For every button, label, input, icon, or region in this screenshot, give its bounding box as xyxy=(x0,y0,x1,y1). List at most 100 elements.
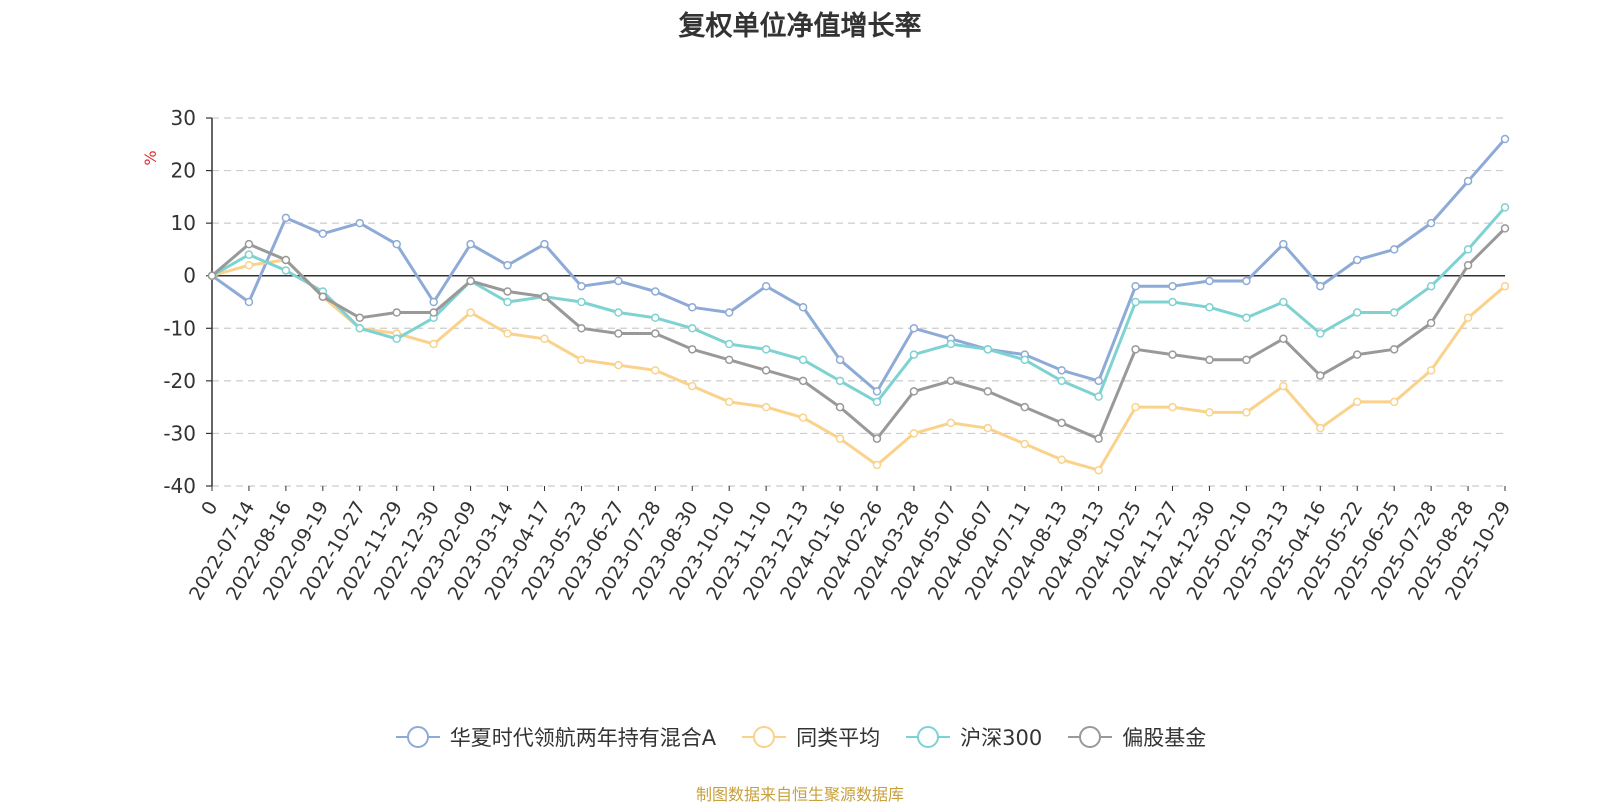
data-point xyxy=(429,297,438,307)
data-point xyxy=(1463,245,1473,254)
data-point xyxy=(1352,255,1362,265)
data-point xyxy=(909,387,919,396)
data-point xyxy=(761,366,771,375)
data-point xyxy=(1168,297,1177,307)
y-axis-label: % xyxy=(141,150,160,165)
data-point xyxy=(1131,281,1140,291)
legend-item[interactable]: 华夏时代领航两年持有混合A xyxy=(394,722,716,752)
data-point xyxy=(1094,392,1103,401)
data-point xyxy=(651,329,660,338)
legend-item[interactable]: 同类平均 xyxy=(740,722,880,752)
data-point xyxy=(798,303,808,312)
source-note: 制图数据来自恒生聚源数据库 xyxy=(695,785,904,804)
data-point xyxy=(1057,366,1066,375)
data-point xyxy=(1316,329,1325,338)
data-point xyxy=(392,334,401,344)
legend-marker-icon xyxy=(906,726,951,748)
data-point xyxy=(1242,313,1251,323)
data-point xyxy=(503,329,512,338)
data-point xyxy=(1500,281,1510,291)
data-point xyxy=(1168,402,1177,412)
data-point xyxy=(1389,345,1399,354)
data-point xyxy=(318,292,328,301)
data-point xyxy=(1205,276,1214,286)
legend-label: 华夏时代领航两年持有混合A xyxy=(449,726,717,750)
data-point xyxy=(872,397,882,407)
data-point xyxy=(983,345,993,354)
data-point xyxy=(1020,355,1029,365)
data-point xyxy=(244,250,254,259)
data-point xyxy=(466,239,475,249)
data-point xyxy=(1279,334,1288,344)
data-point xyxy=(1463,260,1473,270)
legend-label: 同类平均 xyxy=(796,726,881,750)
data-point xyxy=(724,339,734,349)
data-point xyxy=(761,345,771,354)
data-point xyxy=(1316,371,1325,380)
data-point xyxy=(1426,281,1436,291)
data-point xyxy=(835,376,845,386)
y-tick-label: 20 xyxy=(171,159,196,183)
data-point xyxy=(1500,134,1510,144)
data-point xyxy=(1352,308,1362,317)
data-point xyxy=(1500,224,1510,233)
data-point xyxy=(614,329,623,338)
data-point xyxy=(540,334,549,344)
chart-title: 复权单位净值增长率 xyxy=(678,11,922,42)
data-point xyxy=(540,292,549,301)
data-point xyxy=(1279,381,1288,391)
legend-label: 偏股基金 xyxy=(1122,726,1207,750)
y-tick-label: 30 xyxy=(171,106,196,130)
legend: 华夏时代领航两年持有混合A 同类平均 沪深300 偏股基金 xyxy=(0,722,1600,752)
data-point xyxy=(1426,366,1436,375)
data-point xyxy=(577,324,586,333)
data-point xyxy=(614,308,623,317)
data-point xyxy=(1057,418,1066,428)
data-point xyxy=(281,255,291,265)
data-point xyxy=(835,434,845,443)
data-point xyxy=(1279,239,1288,249)
axes xyxy=(206,117,1506,491)
data-point xyxy=(872,434,882,443)
data-point xyxy=(1094,434,1103,443)
data-point xyxy=(872,460,882,470)
data-point xyxy=(429,339,438,349)
data-point xyxy=(835,402,845,412)
data-point xyxy=(946,339,956,349)
data-point xyxy=(983,387,993,396)
tick-labels: 3020100-10-20-30-40%02022-07-142022-08-1… xyxy=(141,106,1515,604)
data-point xyxy=(207,271,217,280)
legend-label: 沪深300 xyxy=(960,726,1043,750)
data-point xyxy=(244,239,254,249)
data-point xyxy=(688,324,697,333)
data-point xyxy=(724,308,734,317)
y-tick-label: -20 xyxy=(163,369,196,393)
data-point xyxy=(392,308,401,317)
legend-item[interactable]: 沪深300 xyxy=(904,722,1042,752)
data-point xyxy=(1279,297,1288,307)
data-point xyxy=(1168,281,1177,291)
data-point xyxy=(503,260,512,270)
y-tick-label: -10 xyxy=(163,316,196,340)
data-point xyxy=(983,423,993,433)
data-point xyxy=(1057,455,1066,464)
y-tick-label: -30 xyxy=(163,421,196,445)
series-line-3 xyxy=(210,226,1507,441)
data-point xyxy=(1389,308,1399,317)
data-point xyxy=(429,308,438,317)
data-point xyxy=(835,355,845,365)
data-point xyxy=(1463,313,1473,323)
data-point xyxy=(577,281,586,291)
data-point xyxy=(1242,408,1251,417)
data-point xyxy=(577,355,586,365)
legend-item[interactable]: 偏股基金 xyxy=(1066,722,1206,752)
grid-lines xyxy=(212,117,1505,487)
data-point xyxy=(1168,350,1177,359)
data-point xyxy=(798,355,808,365)
data-point xyxy=(355,313,365,323)
data-point xyxy=(244,260,254,270)
data-point xyxy=(503,297,512,307)
data-point xyxy=(1094,465,1103,475)
data-point xyxy=(1242,276,1251,286)
